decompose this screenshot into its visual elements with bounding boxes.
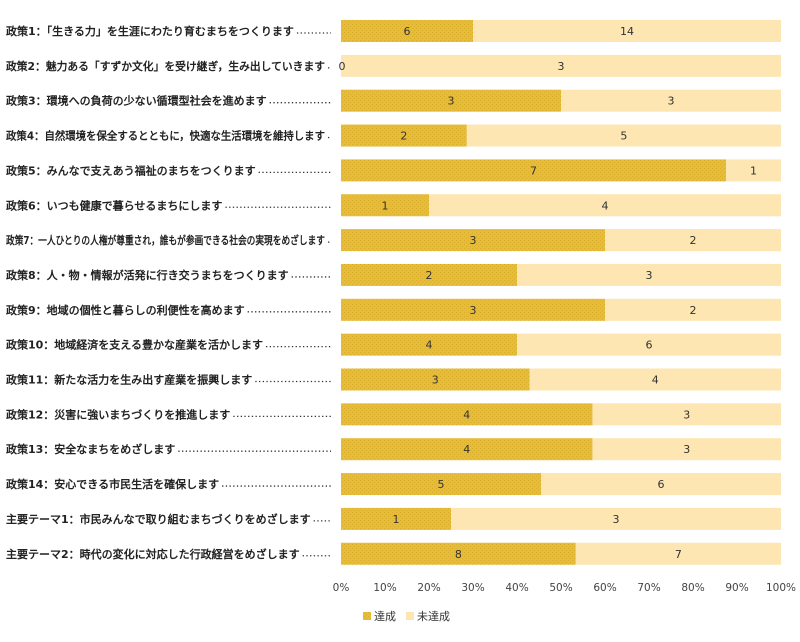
category-label: 主要テーマ2：時代の変化に対応した行政経営をめざします [6,547,300,561]
value-label-achieved: 3 [470,304,477,317]
value-label-achieved: 7 [530,164,537,177]
bar-not-achieved [726,159,781,182]
value-label-not-achieved: 3 [668,95,675,108]
bar-not-achieved [605,229,781,252]
value-label-achieved: 3 [470,234,477,247]
category-label: 政策14：安心できる市民生活を確保します [6,477,219,491]
bar-achieved [341,124,467,147]
category-label: 政策8：人・物・情報が活発に行き交うまちをつくります [6,268,289,282]
x-axis: 0% 10% 20% 30% 40% 50% 60% 70% 80% 90% 100% [333,582,796,594]
legend-swatch [406,612,414,620]
x-tick-label: 50% [549,582,572,594]
category-label: 政策3：環境への負荷の少ない循環型社会を進めます [6,94,267,108]
value-label-achieved: 3 [448,95,455,108]
category-label: 政策10：地域経済を支える豊かな産業を活かします [6,338,263,352]
bar-achieved [341,542,576,565]
bar-achieved [341,438,593,461]
category-label: 政策11：新たな活力を生み出す産業を振興します [6,373,252,387]
x-tick-label: 70% [637,582,660,594]
bar-not-achieved [592,403,781,426]
x-tick-label: 90% [725,582,748,594]
value-label-not-achieved: 4 [652,374,659,387]
legend-swatch [363,612,371,620]
bar-not-achieved [605,298,781,321]
x-tick-label: 0% [333,582,350,594]
bar-achieved [341,507,451,530]
bar-not-achieved [451,507,781,530]
value-label-not-achieved: 7 [675,548,682,561]
category-labels: 政策1：「生きる力」を生涯にわたり育むまちをつくります政策2：魅力ある「すずか文… [6,24,331,561]
value-label-achieved: 2 [426,269,433,282]
x-tick-label: 100% [766,582,796,594]
bar-not-achieved [575,542,781,565]
x-tick-label: 40% [505,582,528,594]
value-label-not-achieved: 6 [646,339,653,352]
category-label: 主要テーマ1：市民みんなで取り組むまちづくりをめざします [6,512,311,526]
bar-achieved [341,159,726,182]
legend-label: 未達成 [417,610,450,623]
bar-achieved [341,194,429,217]
value-label-not-achieved: 2 [690,304,697,317]
value-label-not-achieved: 3 [683,408,690,421]
value-label-not-achieved: 3 [683,443,690,456]
bar-not-achieved [473,20,781,42]
value-label-not-achieved: 5 [620,130,627,143]
category-label: 政策1：「生きる力」を生涯にわたり育むまちをつくります [6,24,294,38]
value-label-achieved: 2 [400,130,407,143]
bar-achieved [341,333,517,356]
bar-not-achieved [592,438,781,461]
value-label-achieved: 5 [438,478,445,491]
category-label: 政策2：魅力ある「すずか文化」を受け継ぎ，生み出していきます [6,59,325,73]
value-label-achieved: 4 [426,339,433,352]
x-tick-label: 10% [373,582,396,594]
bar-achieved [341,89,561,112]
category-label: 政策9：地域の個性と暮らしの利便性を高めます [6,303,245,317]
category-label: 政策12：災害に強いまちづくりを推進します [6,407,230,421]
category-label: 政策7：一人ひとりの人権が尊重され，誰もが参画できる社会の実現をめざします [6,233,325,247]
value-label-achieved: 6 [404,25,411,38]
x-tick-label: 80% [681,582,704,594]
category-label: 政策4：自然環境を保全するとともに，快適な生活環境を維持します [6,129,325,143]
legend-label: 達成 [374,610,396,623]
category-label: 政策6：いつも健康で暮らせるまちにします [6,198,222,212]
bar-not-achieved [517,263,781,286]
value-label-not-achieved: 14 [620,25,634,38]
value-label-not-achieved: 6 [658,478,665,491]
value-label-not-achieved: 4 [602,199,609,212]
value-label-achieved: 1 [382,199,389,212]
category-label: 政策5：みんなで支えあう福祉のまちをつくります [6,163,256,177]
bar-not-achieved [529,368,781,391]
x-tick-label: 20% [417,582,440,594]
bar-achieved [341,229,605,252]
bar-achieved [341,368,530,391]
value-label-achieved: 8 [455,548,462,561]
value-label-achieved: 3 [432,374,439,387]
value-label-not-achieved: 2 [690,234,697,247]
bars-group: 6 140 33 32 57 11 43 22 33 24 63 44 34 35 61 38 7 [339,20,781,565]
category-label: 政策13：安全なまちをめざします [6,442,175,456]
bar-achieved [341,263,517,286]
value-label-achieved: 1 [393,513,400,526]
value-label-not-achieved: 3 [613,513,620,526]
bar-achieved [341,298,605,321]
bar-not-achieved [541,473,781,496]
value-label-achieved: 0 [339,60,346,73]
bar-not-achieved [561,89,781,112]
bar-not-achieved [341,54,781,77]
value-label-not-achieved: 3 [558,60,565,73]
x-tick-label: 60% [593,582,616,594]
bar-not-achieved [429,194,781,217]
bar-achieved [341,473,541,496]
value-label-not-achieved: 1 [750,164,757,177]
bar-not-achieved [517,333,781,356]
x-tick-label: 30% [461,582,484,594]
bar-not-achieved [466,124,781,147]
legend: 達成 未達成 [363,610,450,623]
bar-achieved [341,20,473,42]
value-label-achieved: 4 [463,443,470,456]
value-label-not-achieved: 3 [646,269,653,282]
value-label-achieved: 4 [463,408,470,421]
bar-achieved [341,403,593,426]
